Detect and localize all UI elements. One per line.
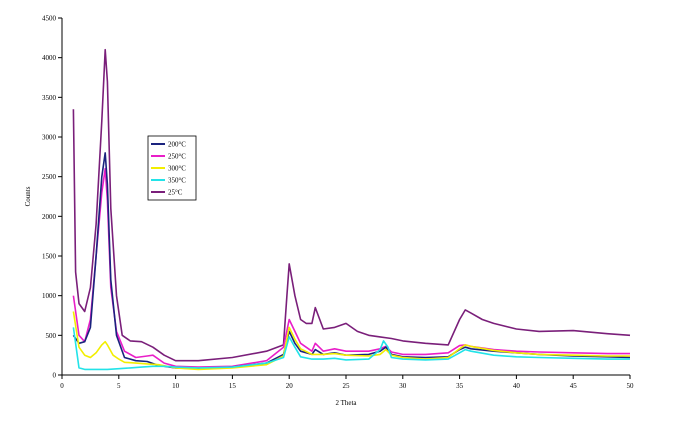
- x-axis-ticks: 0 5 10 15 20 25 30 35 40 45 50: [60, 375, 634, 390]
- legend-label: 25°C: [168, 189, 183, 197]
- x-tick-label: 15: [229, 382, 237, 390]
- x-tick-label: 45: [570, 382, 578, 390]
- series-line-350Cc: [72, 327, 630, 371]
- x-tick-label: 20: [286, 382, 294, 390]
- legend-label: 350°C: [168, 177, 186, 185]
- x-tick-label: 30: [399, 382, 407, 390]
- x-tick-label: 35: [456, 382, 464, 390]
- series-line-25Cc: [72, 48, 631, 362]
- x-axis-title: 2 Theta: [335, 399, 357, 407]
- y-tick-label: 3500: [42, 94, 57, 102]
- x-tick-label: 50: [627, 382, 635, 390]
- y-tick-label: 0: [53, 372, 57, 380]
- series-line-200Cc: [72, 152, 631, 370]
- legend: 200°C 250°C 300°C 350°C 25°C: [147, 135, 197, 201]
- y-tick-label: 2500: [42, 173, 57, 181]
- y-tick-label: 1000: [42, 292, 57, 300]
- y-tick-label: 4000: [42, 54, 57, 62]
- y-tick-label: 4500: [42, 15, 57, 23]
- x-tick-label: 0: [60, 382, 64, 390]
- legend-label: 200°C: [168, 141, 186, 149]
- x-tick-label: 10: [172, 382, 180, 390]
- legend-label: 300°C: [168, 165, 186, 173]
- series-line-300Cc: [72, 311, 630, 371]
- y-tick-label: 1500: [42, 253, 57, 261]
- y-tick-label: 500: [46, 332, 57, 340]
- series-layer: [72, 48, 631, 371]
- y-axis-ticks: 0 500 1000 1500 2000 2500 3000 3500 4000 4500: [42, 15, 62, 380]
- y-tick-label: 2000: [42, 213, 57, 221]
- y-axis-title: Counts: [24, 186, 32, 206]
- x-tick-label: 5: [117, 382, 121, 390]
- x-tick-label: 40: [513, 382, 521, 390]
- legend-label: 250°C: [168, 153, 186, 161]
- x-tick-label: 25: [343, 382, 351, 390]
- y-tick-label: 3000: [42, 134, 57, 142]
